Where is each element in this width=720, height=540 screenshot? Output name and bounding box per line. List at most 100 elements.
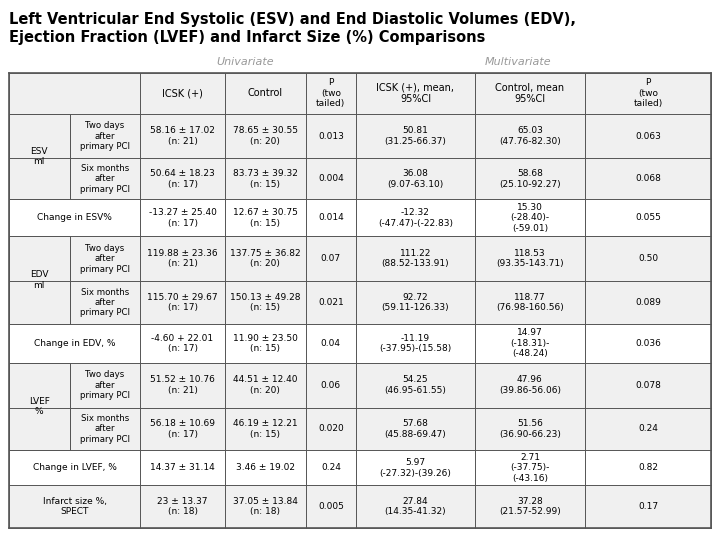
Bar	[475, 485, 585, 528]
Bar	[306, 199, 356, 237]
Bar	[140, 199, 225, 237]
Bar	[356, 408, 475, 450]
Bar	[9, 324, 140, 363]
Bar	[356, 363, 475, 408]
Text: Change in LVEF, %: Change in LVEF, %	[32, 463, 117, 472]
Bar	[225, 73, 306, 114]
Bar	[9, 237, 70, 324]
Bar	[585, 73, 711, 114]
Text: P
(two
tailed): P (two tailed)	[316, 78, 346, 108]
Text: 0.020: 0.020	[318, 424, 343, 434]
Text: 118.53
(93.35-143.71): 118.53 (93.35-143.71)	[496, 249, 564, 268]
Bar	[140, 114, 225, 159]
Bar	[306, 114, 356, 159]
Text: 0.068: 0.068	[635, 174, 661, 184]
Text: 50.81
(31.25-66.37): 50.81 (31.25-66.37)	[384, 126, 446, 146]
Text: 0.036: 0.036	[635, 339, 661, 348]
Text: 0.04: 0.04	[321, 339, 341, 348]
Bar	[585, 408, 711, 450]
Text: 57.68
(45.88-69.47): 57.68 (45.88-69.47)	[384, 419, 446, 438]
Bar	[475, 281, 585, 324]
Text: Six months
after
primary PCI: Six months after primary PCI	[80, 164, 130, 194]
Text: Two days
after
primary PCI: Two days after primary PCI	[80, 244, 130, 274]
Text: 0.24: 0.24	[321, 463, 341, 472]
Bar	[356, 73, 475, 114]
Text: 50.64 ± 18.23
(n: 17): 50.64 ± 18.23 (n: 17)	[150, 169, 215, 188]
Text: -13.27 ± 25.40
(n: 17): -13.27 ± 25.40 (n: 17)	[148, 208, 217, 227]
Text: 0.17: 0.17	[638, 502, 658, 511]
Bar	[225, 237, 306, 281]
Bar	[585, 114, 711, 159]
Text: ESV
ml: ESV ml	[30, 147, 48, 166]
Text: 23 ± 13.37
(n: 18): 23 ± 13.37 (n: 18)	[157, 497, 208, 516]
Bar	[585, 237, 711, 281]
Bar	[140, 159, 225, 199]
Bar	[140, 485, 225, 528]
Text: 12.67 ± 30.75
(n: 15): 12.67 ± 30.75 (n: 15)	[233, 208, 298, 227]
Text: EDV
ml: EDV ml	[30, 271, 48, 290]
Text: 92.72
(59.11-126.33): 92.72 (59.11-126.33)	[382, 293, 449, 312]
Text: LVEF
%: LVEF %	[29, 397, 50, 416]
Bar	[475, 159, 585, 199]
Bar	[70, 363, 140, 408]
Text: Two days
after
primary PCI: Two days after primary PCI	[80, 121, 130, 151]
Bar	[475, 73, 585, 114]
Text: 78.65 ± 30.55
(n: 20): 78.65 ± 30.55 (n: 20)	[233, 126, 298, 146]
Bar	[70, 408, 140, 450]
Bar	[475, 450, 585, 485]
Text: 0.07: 0.07	[321, 254, 341, 263]
Text: 118.77
(76.98-160.56): 118.77 (76.98-160.56)	[496, 293, 564, 312]
Text: 0.021: 0.021	[318, 298, 343, 307]
Bar	[70, 281, 140, 324]
Bar	[356, 199, 475, 237]
Bar	[306, 408, 356, 450]
Bar	[225, 450, 306, 485]
Bar	[475, 114, 585, 159]
Bar	[9, 199, 140, 237]
Text: 5.97
(-27.32)-(39.26): 5.97 (-27.32)-(39.26)	[379, 458, 451, 477]
Text: 0.013: 0.013	[318, 132, 343, 140]
Bar	[585, 199, 711, 237]
Text: 11.90 ± 23.50
(n: 15): 11.90 ± 23.50 (n: 15)	[233, 334, 298, 353]
Bar	[306, 324, 356, 363]
Text: 0.089: 0.089	[635, 298, 661, 307]
Text: 14.37 ± 31.14: 14.37 ± 31.14	[150, 463, 215, 472]
Bar	[306, 485, 356, 528]
Bar	[225, 363, 306, 408]
Text: 0.014: 0.014	[318, 213, 343, 222]
Text: 44.51 ± 12.40
(n: 20): 44.51 ± 12.40 (n: 20)	[233, 375, 297, 395]
Bar	[356, 324, 475, 363]
Text: 37.28
(21.57-52.99): 37.28 (21.57-52.99)	[499, 497, 561, 516]
Text: Multivariate: Multivariate	[485, 57, 552, 67]
Bar	[475, 199, 585, 237]
Bar	[225, 199, 306, 237]
Text: 46.19 ± 12.21
(n: 15): 46.19 ± 12.21 (n: 15)	[233, 419, 297, 438]
Bar	[306, 363, 356, 408]
Text: Control, mean
95%CI: Control, mean 95%CI	[495, 83, 564, 104]
Text: 119.88 ± 23.36
(n: 21): 119.88 ± 23.36 (n: 21)	[147, 249, 218, 268]
Bar	[585, 324, 711, 363]
Bar	[225, 485, 306, 528]
Text: Left Ventricular End Systolic (ESV) and End Diastolic Volumes (EDV),: Left Ventricular End Systolic (ESV) and …	[9, 12, 576, 27]
Bar	[585, 485, 711, 528]
Text: -11.19
(-37.95)-(15.58): -11.19 (-37.95)-(15.58)	[379, 334, 451, 353]
Bar	[70, 159, 140, 199]
Text: 111.22
(88.52-133.91): 111.22 (88.52-133.91)	[382, 249, 449, 268]
Text: Six months
after
primary PCI: Six months after primary PCI	[80, 414, 130, 444]
Text: Two days
after
primary PCI: Two days after primary PCI	[80, 370, 130, 400]
Bar	[225, 408, 306, 450]
Text: Change in ESV%: Change in ESV%	[37, 213, 112, 222]
Text: Control: Control	[248, 89, 283, 98]
Bar	[140, 450, 225, 485]
Text: 0.063: 0.063	[635, 132, 661, 140]
Bar	[306, 159, 356, 199]
Text: ICSK (+), mean,
95%CI: ICSK (+), mean, 95%CI	[377, 83, 454, 104]
Text: 54.25
(46.95-61.55): 54.25 (46.95-61.55)	[384, 375, 446, 395]
Text: 0.078: 0.078	[635, 381, 661, 390]
Bar	[306, 281, 356, 324]
Text: 58.68
(25.10-92.27): 58.68 (25.10-92.27)	[499, 169, 561, 188]
Bar	[140, 408, 225, 450]
Bar	[356, 237, 475, 281]
Bar	[140, 237, 225, 281]
Text: -12.32
(-47.47)-(-22.83): -12.32 (-47.47)-(-22.83)	[378, 208, 453, 227]
